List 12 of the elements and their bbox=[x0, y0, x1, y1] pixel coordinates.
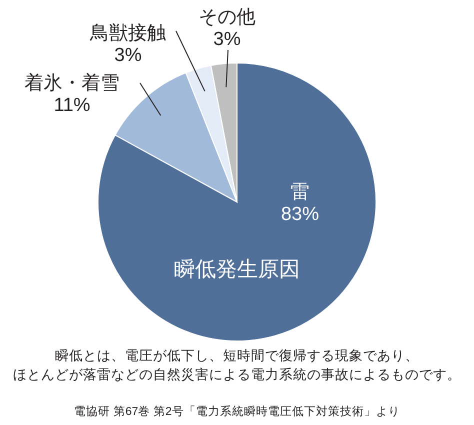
text: 瞬低発生原因 bbox=[174, 258, 300, 281]
data-label: 3% bbox=[213, 29, 241, 50]
slice-label: その他 bbox=[198, 7, 256, 28]
slice-label: 雷 bbox=[290, 182, 310, 203]
data-label: 83% bbox=[280, 204, 320, 225]
text: 電協研 第67巻 第2号「電力系統瞬時電圧低下対策技術」より bbox=[74, 404, 400, 418]
data-label: 3% bbox=[114, 45, 142, 66]
text: ほとんどが落雷などの自然災害による電力系統の事故によるものです。 bbox=[13, 367, 461, 382]
data-label: 11% bbox=[54, 95, 90, 116]
slice-label: 鳥獣接触 bbox=[89, 23, 166, 44]
text: 瞬低とは、電圧が低下し、短時間で復帰する現象であり、 bbox=[55, 348, 419, 363]
slice-label: 着氷・着雪 bbox=[24, 72, 120, 94]
